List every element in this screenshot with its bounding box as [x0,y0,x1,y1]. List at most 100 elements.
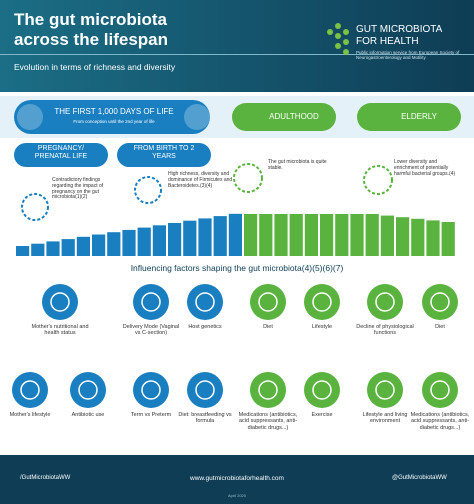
decor-bar [61,239,75,256]
factor-label: Term vs Preterm [130,412,172,418]
decor-bar [198,218,212,256]
decor-bar [244,214,258,256]
factor-icon [304,372,340,408]
footer-twitter: @GutMicrobiotaWW [392,475,447,481]
stage-label: THE FIRST 1,000 DAYS OF LIFE [54,107,174,116]
factor-icon [250,284,286,320]
decor-bar [289,214,303,256]
factor-icon-inner [430,292,450,312]
factor-icon [367,372,403,408]
factor-label: Mother's lifestyle [9,412,51,418]
factor-icon [70,372,106,408]
decor-bar [411,218,425,256]
footer-date: April 2020 [227,493,246,498]
decor-bar [107,232,121,256]
icon [184,104,210,130]
stage-label: ELDERLY [401,112,437,121]
factor-label: Delivery Mode (Vaginal vs C-section) [122,324,180,337]
stage-pill [14,100,210,134]
logo-tagline: Public information service from European… [356,50,460,61]
decor-bar [426,220,440,256]
factor-icon-inner [258,380,278,400]
icon [233,163,263,193]
factors-title: Influencing factors shaping the gut micr… [130,263,344,273]
icon [21,193,49,221]
decor-bar [441,222,455,256]
factor-icon [367,284,403,320]
decor-bar [183,220,197,256]
footer-website: www.gutmicrobiotaforhealth.com [190,475,284,482]
title: The gut microbiota across the lifespan [14,10,169,49]
subtitle: Evolution in terms of richness and diver… [14,62,176,72]
footer-bg [0,455,474,504]
factor-label: Lifestyle [311,324,333,330]
footer-facebook: /GutMicrobiotaWW [20,475,71,481]
factor-label: Diet: breastfeeding vs formula [178,412,232,425]
factor-icon [133,284,169,320]
stage-pill [232,103,336,131]
factor-icon [422,284,458,320]
decor-bar [274,214,288,256]
factor-icon [250,372,286,408]
decor-bar [213,216,227,256]
note: High richness, diversity and dominance o… [168,171,233,189]
decor-bar [304,214,318,256]
stage-sublabel: From conception until the 2nd year of li… [73,119,155,124]
factor-label: Exercise [311,412,333,418]
note: Contradictory findings regarding the imp… [52,177,104,201]
stage-pill [14,143,108,167]
decor-bar [152,225,166,256]
factor-label: Diet [263,324,273,330]
factor-label: Antibiotic use [71,412,105,418]
factor-icon-inner [312,292,332,312]
note: Lower diversity and enrichment of potent… [394,159,456,177]
factor-icon-inner [195,380,215,400]
factor-icon-inner [141,292,161,312]
factor-label: Decline of physiological functions [356,324,414,337]
factor-icon-inner [195,292,215,312]
decor-bar [365,214,379,256]
decor-bar [137,227,151,256]
factor-label: Medications (antibiotics, acid suppressa… [238,412,298,431]
decor-bar [396,217,410,256]
factor-icon-inner [312,380,332,400]
factor-icon-inner [50,292,70,312]
factor-icon [187,372,223,408]
logo-dots [327,23,349,55]
factor-icon-inner [430,380,450,400]
decor-bar [122,229,136,256]
decor-bar [31,243,45,256]
decor-bar [16,246,30,256]
stage-pill [117,143,211,167]
icon [363,165,393,195]
factor-icon [422,372,458,408]
header-rule [0,54,474,55]
factor-icon-inner [20,380,40,400]
icon [17,104,43,130]
factor-label: Mother's nutritional and health status [31,324,89,337]
decor-bar [350,214,364,256]
decor-bar [259,214,273,256]
factor-icon [304,284,340,320]
note: The gut microbiota is quite stable. [268,159,327,171]
stage-label: FROM BIRTH TO 2 YEARS [133,145,195,161]
factor-label: Diet [435,324,445,330]
decor-bar [76,236,90,256]
factor-icon [133,372,169,408]
factor-icon-inner [258,292,278,312]
stage-pill [357,103,461,131]
factor-icon [12,372,48,408]
bars [16,213,455,256]
decor-bar [380,215,394,256]
stage-label: PREGNANCY/ PRENATAL LIFE [34,145,88,161]
decor-bar [168,223,182,256]
icon [134,176,162,204]
icons [12,284,458,408]
factor-icon-inner [141,380,161,400]
decor-bar [320,214,334,256]
factor-icon-inner [375,292,395,312]
decor-bar [335,214,349,256]
factor-icon [187,284,223,320]
